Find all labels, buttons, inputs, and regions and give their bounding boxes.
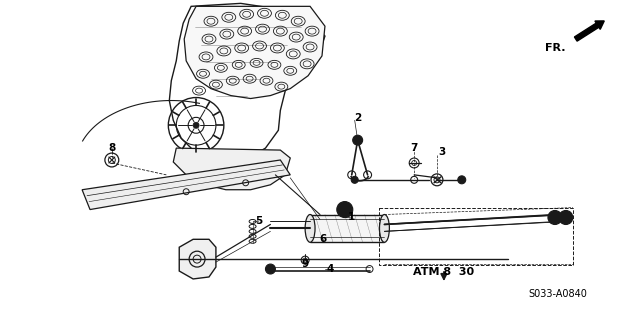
Bar [310,214,385,242]
Text: S033-A0840: S033-A0840 [529,289,588,299]
Text: 6: 6 [319,234,326,244]
Text: 9: 9 [301,259,308,269]
Text: 5: 5 [255,217,262,226]
Circle shape [559,211,573,225]
Ellipse shape [380,214,389,242]
Circle shape [548,211,562,225]
Circle shape [458,176,466,184]
Text: 4: 4 [326,264,333,274]
Circle shape [341,205,349,213]
Circle shape [193,122,199,128]
Text: 8: 8 [108,143,115,153]
Polygon shape [173,148,291,190]
Text: 7: 7 [410,143,418,153]
Polygon shape [82,160,291,210]
Polygon shape [184,6,325,99]
Polygon shape [179,239,216,279]
Text: 3: 3 [438,147,445,157]
Ellipse shape [305,214,315,242]
Text: ATM 8  30: ATM 8 30 [413,267,474,277]
FancyArrow shape [575,21,604,41]
Text: 2: 2 [354,113,362,123]
Circle shape [353,135,363,145]
Bar [380,208,573,265]
Circle shape [266,264,275,274]
Circle shape [337,202,353,218]
Text: FR.: FR. [545,43,566,53]
Text: 1: 1 [348,212,355,222]
Circle shape [351,176,358,183]
